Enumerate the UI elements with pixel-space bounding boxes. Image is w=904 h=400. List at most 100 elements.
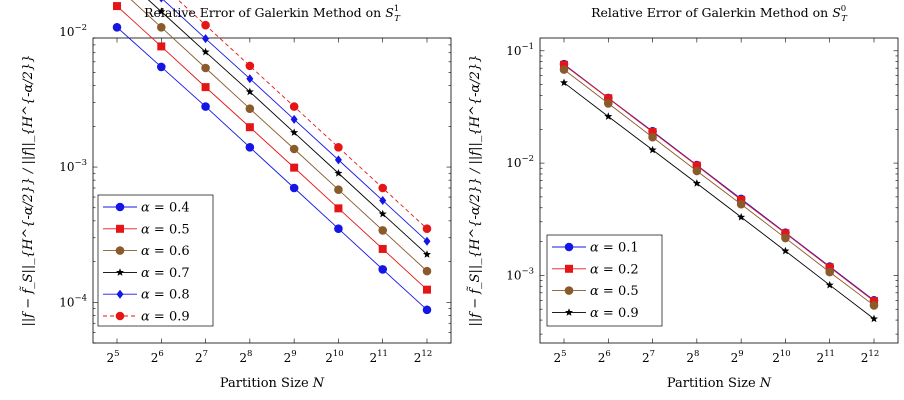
data-point bbox=[825, 263, 834, 272]
series-line-4 bbox=[147, 0, 428, 255]
data-point bbox=[289, 102, 299, 111]
data-point bbox=[604, 112, 613, 120]
x-tick-label: 210 bbox=[325, 349, 343, 365]
data-point bbox=[334, 185, 343, 195]
data-point bbox=[423, 285, 431, 294]
data-point bbox=[560, 78, 568, 87]
data-point bbox=[648, 145, 657, 154]
x-tick-label: 29 bbox=[284, 349, 297, 365]
data-point bbox=[378, 183, 388, 193]
x-tick-label: 27 bbox=[642, 349, 655, 365]
data-point bbox=[870, 314, 878, 323]
data-point bbox=[423, 250, 431, 258]
data-point bbox=[334, 169, 343, 177]
data-point bbox=[781, 246, 790, 255]
x-tick-label: 27 bbox=[195, 349, 208, 365]
data-point bbox=[692, 179, 701, 187]
data-point bbox=[245, 87, 254, 96]
x-tick-label: 210 bbox=[772, 349, 790, 365]
data-point bbox=[825, 267, 835, 277]
data-point bbox=[378, 226, 388, 235]
data-point bbox=[736, 199, 746, 209]
legend-marker bbox=[564, 242, 574, 252]
legend-label: α = 0.8 bbox=[141, 288, 190, 303]
data-point bbox=[246, 74, 254, 84]
data-point bbox=[245, 142, 255, 152]
legend-marker bbox=[116, 224, 124, 233]
series-line-1 bbox=[116, 26, 428, 311]
data-point bbox=[422, 266, 432, 276]
y-tick-label: 10−2 bbox=[59, 23, 87, 39]
data-point bbox=[378, 209, 387, 218]
legend-label: α = 0.4 bbox=[141, 201, 190, 216]
series-line-3 bbox=[563, 69, 875, 306]
data-point bbox=[559, 65, 569, 74]
chart-title: Relative Error of Galerkin Method on S0 T bbox=[591, 4, 848, 24]
y-axis-label: ||f − f̃_S||_{H^{-α/2}} / ||f||_{H^{-α/2… bbox=[19, 55, 36, 327]
data-point bbox=[560, 60, 568, 69]
data-point bbox=[737, 212, 746, 221]
legend-label: α = 0.9 bbox=[590, 306, 639, 321]
legend-label: α = 0.6 bbox=[141, 244, 190, 259]
data-point bbox=[334, 142, 343, 152]
y-tick-label: 10−4 bbox=[59, 293, 87, 309]
data-point bbox=[825, 280, 834, 289]
y-tick-label: 10−3 bbox=[59, 158, 87, 174]
x-tick-label: 25 bbox=[106, 349, 119, 365]
chart-panel-1: 10−4 10−3 10−2 25 26 27 28 29 210 211 212 Relative … bbox=[19, 0, 452, 391]
y-tick-label: 10−2 bbox=[506, 154, 534, 170]
legend-label: α = 0.5 bbox=[141, 222, 190, 237]
data-point bbox=[290, 128, 299, 136]
data-point bbox=[202, 34, 210, 44]
legend-marker bbox=[565, 264, 573, 273]
data-point bbox=[870, 297, 878, 306]
legend-label: α = 0.1 bbox=[590, 241, 639, 256]
data-point bbox=[604, 94, 613, 103]
data-point bbox=[159, 0, 164, 3]
x-tick-label: 28 bbox=[239, 349, 252, 365]
data-point bbox=[378, 244, 387, 253]
data-point bbox=[245, 104, 255, 114]
legend-marker bbox=[565, 308, 573, 316]
legend-label: α = 0.2 bbox=[590, 262, 639, 277]
y-tick-label: 10−3 bbox=[506, 266, 534, 282]
data-point bbox=[648, 132, 657, 142]
data-point bbox=[692, 166, 702, 176]
legend: α = 0.1 α = 0.2 α = 0.5 α = 0.9 bbox=[546, 234, 663, 327]
x-axis-label: Partition Size N bbox=[220, 376, 325, 391]
data-point bbox=[692, 161, 701, 170]
legend-marker bbox=[564, 286, 574, 295]
data-point bbox=[289, 183, 299, 193]
x-tick-label: 212 bbox=[861, 349, 879, 365]
data-point bbox=[201, 47, 210, 56]
series-line-5 bbox=[162, 0, 428, 242]
series-line-6 bbox=[177, 0, 428, 230]
data-point bbox=[201, 102, 210, 111]
data-point bbox=[422, 305, 432, 315]
x-tick-label: 29 bbox=[731, 349, 744, 365]
legend-marker bbox=[116, 289, 124, 299]
data-point bbox=[245, 61, 255, 71]
data-point bbox=[156, 62, 166, 72]
data-point bbox=[201, 20, 210, 30]
data-point bbox=[781, 229, 790, 238]
data-point bbox=[113, 2, 121, 11]
data-point bbox=[869, 301, 879, 310]
data-point bbox=[422, 224, 432, 234]
x-tick-label: 211 bbox=[816, 349, 834, 365]
y-axis-label: ||f − f̃_S||_{H^{-α/2}} / ||f||_{H^{-α/2… bbox=[466, 55, 483, 327]
data-point bbox=[334, 204, 343, 213]
data-point bbox=[781, 233, 790, 243]
chart-title: Relative Error of Galerkin Method on S1 T bbox=[144, 4, 401, 24]
plot-area-frame bbox=[539, 37, 899, 344]
data-point bbox=[245, 123, 254, 132]
series-line-3 bbox=[130, 0, 428, 272]
data-point bbox=[289, 144, 299, 154]
data-point bbox=[379, 195, 387, 205]
x-tick-label: 26 bbox=[151, 349, 164, 365]
x-axis-label: Partition Size N bbox=[667, 376, 772, 391]
series-line-2 bbox=[563, 64, 875, 302]
data-point bbox=[737, 195, 746, 204]
data-point bbox=[378, 265, 388, 274]
data-point bbox=[290, 163, 299, 172]
